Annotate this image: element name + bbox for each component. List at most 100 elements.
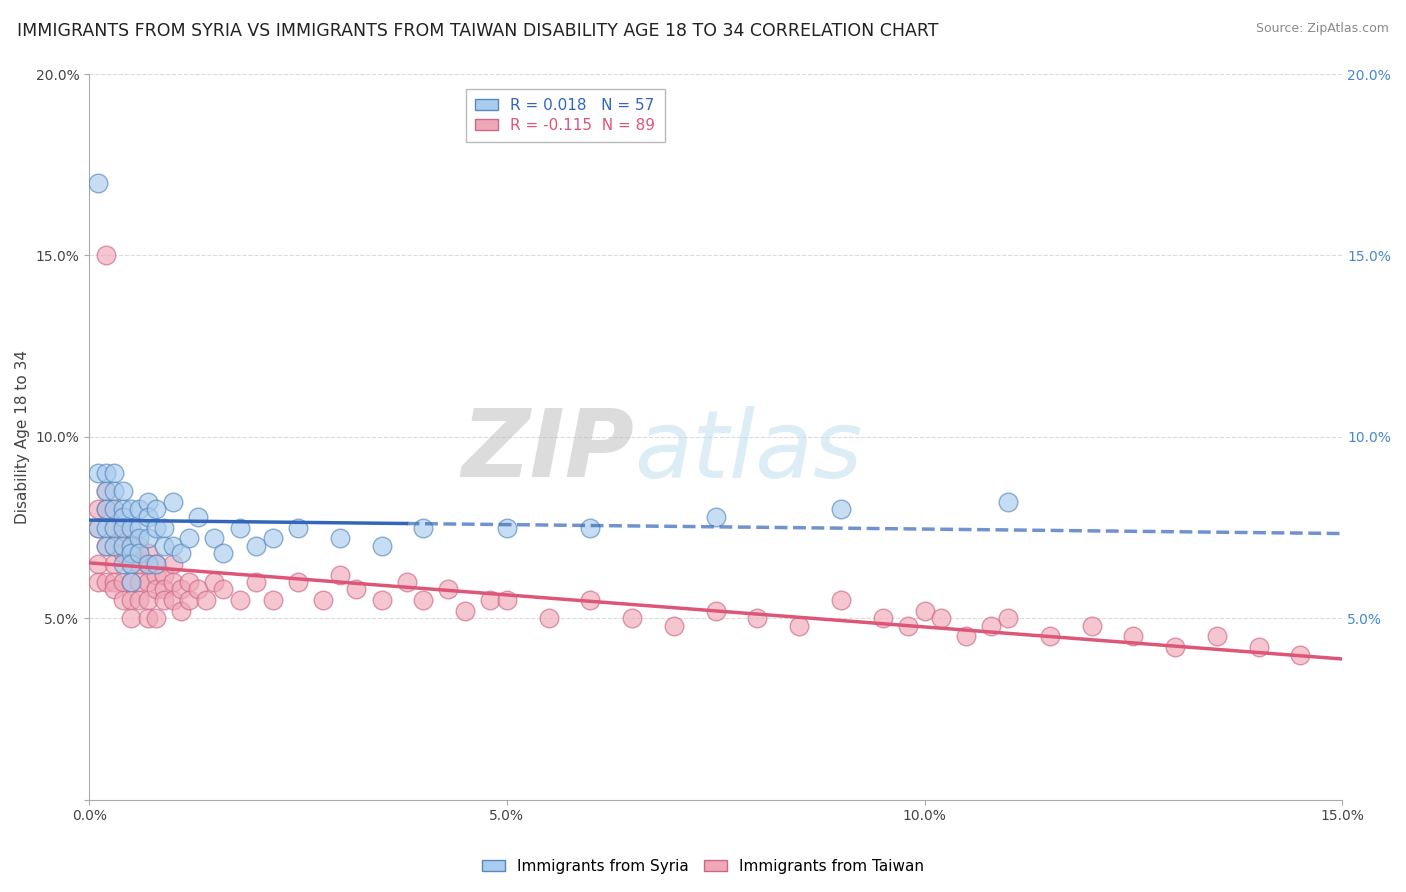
Point <box>228 593 250 607</box>
Point <box>86 557 108 571</box>
Point <box>111 509 134 524</box>
Point <box>145 567 167 582</box>
Point <box>495 520 517 534</box>
Point <box>120 557 142 571</box>
Point <box>897 618 920 632</box>
Point <box>103 582 125 597</box>
Point <box>370 539 392 553</box>
Point <box>120 546 142 560</box>
Point <box>287 520 309 534</box>
Point <box>704 604 727 618</box>
Point <box>94 502 117 516</box>
Point <box>120 539 142 553</box>
Point <box>479 593 502 607</box>
Point <box>312 593 335 607</box>
Point <box>94 575 117 590</box>
Point <box>111 520 134 534</box>
Point <box>145 502 167 516</box>
Point <box>195 593 218 607</box>
Point <box>128 546 150 560</box>
Point <box>412 593 434 607</box>
Point <box>747 611 769 625</box>
Point <box>211 582 233 597</box>
Text: Source: ZipAtlas.com: Source: ZipAtlas.com <box>1256 22 1389 36</box>
Point <box>103 539 125 553</box>
Point <box>86 466 108 480</box>
Point <box>579 520 602 534</box>
Point <box>128 532 150 546</box>
Point <box>111 484 134 499</box>
Point <box>103 520 125 534</box>
Legend: R = 0.018   N = 57, R = -0.115  N = 89: R = 0.018 N = 57, R = -0.115 N = 89 <box>467 89 665 142</box>
Legend: Immigrants from Syria, Immigrants from Taiwan: Immigrants from Syria, Immigrants from T… <box>475 853 931 880</box>
Point <box>228 520 250 534</box>
Point <box>395 575 418 590</box>
Point <box>579 593 602 607</box>
Point <box>86 502 108 516</box>
Point <box>211 546 233 560</box>
Point <box>537 611 560 625</box>
Point <box>329 567 352 582</box>
Point <box>128 502 150 516</box>
Text: IMMIGRANTS FROM SYRIA VS IMMIGRANTS FROM TAIWAN DISABILITY AGE 18 TO 34 CORRELAT: IMMIGRANTS FROM SYRIA VS IMMIGRANTS FROM… <box>17 22 938 40</box>
Point <box>162 539 184 553</box>
Point <box>94 484 117 499</box>
Point <box>103 575 125 590</box>
Point <box>153 539 176 553</box>
Point <box>370 593 392 607</box>
Point <box>1039 630 1062 644</box>
Point <box>204 532 226 546</box>
Point <box>94 539 117 553</box>
Point <box>120 546 142 560</box>
Point <box>120 575 142 590</box>
Point <box>86 575 108 590</box>
Point <box>120 593 142 607</box>
Point <box>153 520 176 534</box>
Point <box>103 539 125 553</box>
Point <box>145 520 167 534</box>
Y-axis label: Disability Age 18 to 34: Disability Age 18 to 34 <box>15 350 30 524</box>
Point <box>120 575 142 590</box>
Point <box>204 575 226 590</box>
Point <box>872 611 894 625</box>
Point <box>136 557 159 571</box>
Point <box>103 502 125 516</box>
Point <box>245 575 267 590</box>
Point <box>980 618 1002 632</box>
Point <box>128 520 150 534</box>
Point <box>329 532 352 546</box>
Point <box>1247 640 1270 655</box>
Point <box>997 611 1019 625</box>
Point <box>136 593 159 607</box>
Point <box>1122 630 1144 644</box>
Point <box>120 539 142 553</box>
Point <box>170 546 193 560</box>
Point <box>262 593 284 607</box>
Point <box>245 539 267 553</box>
Point <box>120 557 142 571</box>
Point <box>929 611 952 625</box>
Point <box>145 557 167 571</box>
Point <box>179 532 201 546</box>
Point <box>162 557 184 571</box>
Point <box>262 532 284 546</box>
Point <box>111 532 134 546</box>
Point <box>153 582 176 597</box>
Point <box>136 495 159 509</box>
Point <box>287 575 309 590</box>
Point <box>170 604 193 618</box>
Point <box>128 557 150 571</box>
Point <box>103 557 125 571</box>
Point <box>120 520 142 534</box>
Point <box>94 502 117 516</box>
Point <box>162 575 184 590</box>
Point <box>162 593 184 607</box>
Point <box>136 546 159 560</box>
Point <box>787 618 810 632</box>
Point <box>103 484 125 499</box>
Point <box>997 495 1019 509</box>
Point <box>103 502 125 516</box>
Point <box>179 575 201 590</box>
Point <box>94 484 117 499</box>
Point <box>111 593 134 607</box>
